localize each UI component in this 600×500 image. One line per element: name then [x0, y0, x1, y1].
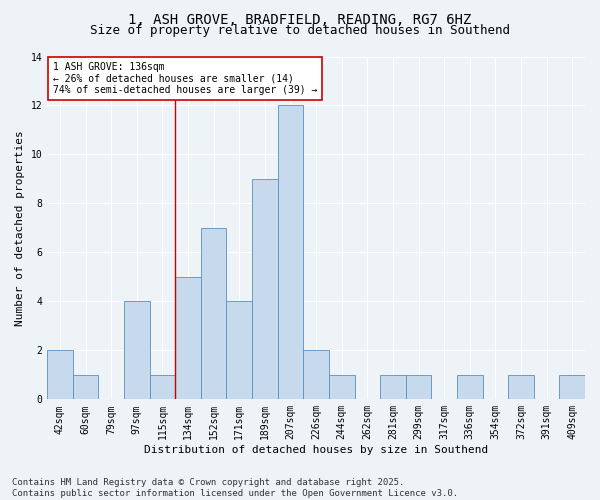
Bar [175, 277, 201, 400]
Bar [559, 375, 585, 400]
Bar [124, 302, 149, 400]
Bar [457, 375, 482, 400]
Bar [406, 375, 431, 400]
Bar [252, 179, 278, 400]
Bar [47, 350, 73, 400]
Bar [380, 375, 406, 400]
Bar [149, 375, 175, 400]
Bar [278, 106, 303, 400]
Text: Contains HM Land Registry data © Crown copyright and database right 2025.
Contai: Contains HM Land Registry data © Crown c… [12, 478, 458, 498]
Text: Size of property relative to detached houses in Southend: Size of property relative to detached ho… [90, 24, 510, 37]
Y-axis label: Number of detached properties: Number of detached properties [15, 130, 25, 326]
Text: 1, ASH GROVE, BRADFIELD, READING, RG7 6HZ: 1, ASH GROVE, BRADFIELD, READING, RG7 6H… [128, 12, 472, 26]
Text: 1 ASH GROVE: 136sqm
← 26% of detached houses are smaller (14)
74% of semi-detach: 1 ASH GROVE: 136sqm ← 26% of detached ho… [53, 62, 317, 95]
Bar [73, 375, 98, 400]
Bar [226, 302, 252, 400]
X-axis label: Distribution of detached houses by size in Southend: Distribution of detached houses by size … [144, 445, 488, 455]
Bar [329, 375, 355, 400]
Bar [201, 228, 226, 400]
Bar [303, 350, 329, 400]
Bar [508, 375, 534, 400]
